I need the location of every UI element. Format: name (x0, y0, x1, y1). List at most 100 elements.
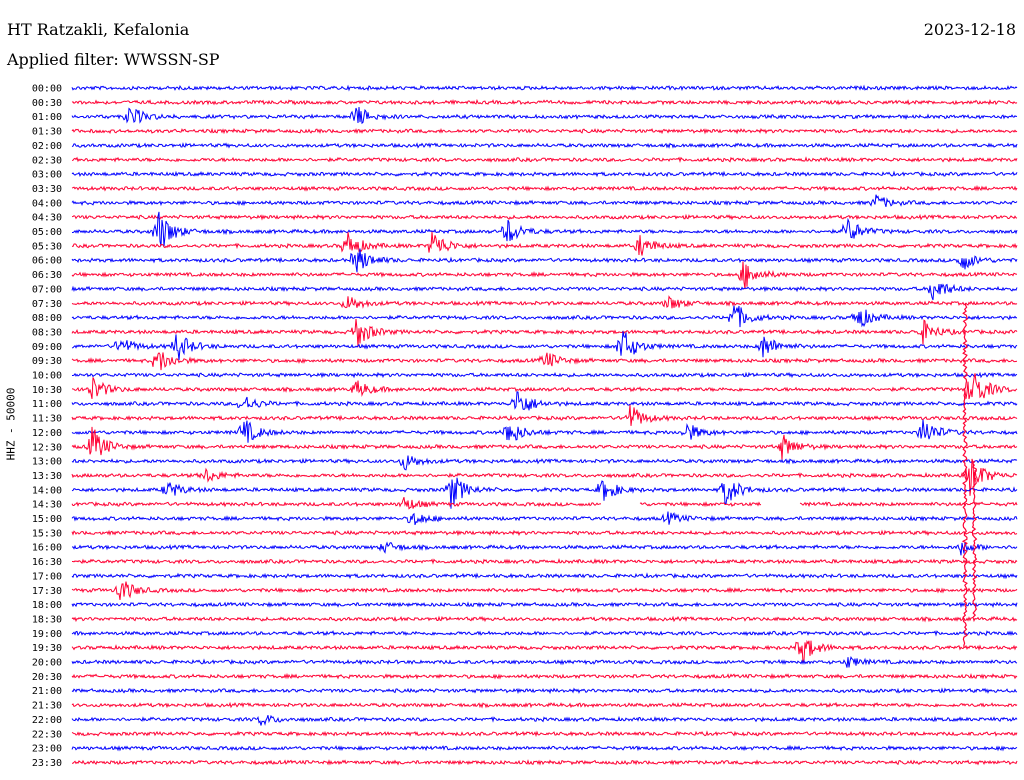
row-time-label: 09:00 (32, 342, 62, 353)
row-time-label: 01:00 (32, 112, 62, 123)
trace-row-0200 (71, 142, 1018, 149)
trace-row-1430 (71, 497, 1018, 510)
trace-row-0130 (71, 127, 1018, 135)
trace-row-0630 (71, 261, 1018, 290)
trace-row-2000 (71, 656, 1018, 668)
row-time-label: 16:00 (32, 543, 62, 554)
row-time-label: 00:30 (32, 98, 62, 109)
row-time-label: 12:00 (32, 428, 62, 439)
trace-row-1630 (72, 557, 1018, 565)
trace-row-1000 (72, 371, 1018, 379)
trace-row-1830 (71, 615, 1018, 623)
row-time-label: 13:00 (32, 457, 62, 468)
row-time-label: 06:00 (32, 256, 62, 267)
date-label: 2023-12-18 (923, 20, 1016, 39)
trace-row-0830 (71, 318, 1018, 348)
row-time-label: 19:00 (32, 629, 62, 640)
trace-row-1800 (71, 601, 1018, 608)
row-time-label: 05:30 (32, 241, 62, 252)
row-time-label: 00:00 (32, 84, 62, 95)
trace-row-0000 (71, 84, 1018, 92)
row-time-label: 07:00 (32, 284, 62, 295)
trace-row-1230 (71, 426, 1018, 461)
row-time-label: 03:00 (32, 170, 62, 181)
row-time-label: 08:30 (32, 327, 62, 338)
trace-row-0700 (71, 283, 1018, 301)
trace-row-1930 (71, 639, 1018, 665)
trace-row-1300 (71, 455, 1018, 471)
trace-row-0400 (71, 194, 1018, 207)
row-time-label: 04:30 (32, 213, 62, 224)
row-time-label: 02:00 (32, 141, 62, 152)
trace-row-2100 (71, 687, 1018, 695)
trace-row-0500 (72, 211, 1018, 247)
row-time-label: 22:00 (32, 715, 62, 726)
row-time-label: 06:30 (32, 270, 62, 281)
trace-row-0530 (71, 231, 1018, 256)
trace-row-2200 (71, 714, 1018, 726)
trace-row-0600 (71, 248, 1018, 273)
row-time-label: 17:00 (32, 571, 62, 582)
trace-row-0030 (71, 98, 1018, 106)
trace-row-0800 (71, 305, 1018, 328)
filter-label: Applied filter: WWSSN-SP (7, 50, 220, 69)
row-time-label: 17:30 (32, 586, 62, 597)
row-time-label: 22:30 (32, 729, 62, 740)
trace-row-1900 (71, 630, 1018, 637)
row-time-label: 09:30 (32, 356, 62, 367)
trace-row-1100 (71, 391, 1018, 411)
row-time-label: 23:30 (32, 758, 62, 769)
row-time-label: 23:00 (32, 744, 62, 755)
large-event-spike (971, 460, 978, 618)
trace-row-2130 (71, 701, 1018, 709)
row-time-label: 02:30 (32, 155, 62, 166)
trace-row-0300 (71, 170, 1018, 178)
row-time-label: 14:30 (32, 500, 62, 511)
trace-row-0730 (71, 295, 1018, 309)
trace-row-0430 (71, 213, 1018, 221)
row-time-label: 15:30 (32, 528, 62, 539)
trace-row-2230 (71, 730, 1018, 738)
row-time-label: 16:30 (32, 557, 62, 568)
row-time-label: 04:00 (32, 198, 62, 209)
row-time-label: 20:00 (32, 658, 62, 669)
trace-row-0100 (71, 106, 1018, 125)
trace-row-1030 (71, 373, 1018, 400)
trace-row-1530 (71, 529, 1018, 537)
trace-row-0930 (71, 352, 1018, 371)
row-time-label: 21:00 (32, 686, 62, 697)
row-time-label: 21:30 (32, 701, 62, 712)
trace-row-1730 (71, 581, 1018, 600)
row-time-label: 12:30 (32, 442, 62, 453)
trace-row-0900 (71, 331, 1018, 361)
row-time-label: 03:30 (32, 184, 62, 195)
trace-row-1500 (71, 511, 1018, 526)
trace-row-0330 (71, 184, 1018, 192)
trace-row-1130 (71, 404, 1018, 426)
row-time-label: 19:30 (32, 643, 62, 654)
trace-row-2030 (71, 672, 1018, 680)
row-time-label: 18:00 (32, 600, 62, 611)
trace-row-2300 (71, 744, 1018, 752)
large-event-spike (961, 303, 968, 648)
row-time-label: 07:30 (32, 299, 62, 310)
trace-row-1200 (71, 419, 1018, 443)
row-time-label: 08:00 (32, 313, 62, 324)
row-time-label: 11:00 (32, 399, 62, 410)
row-time-label: 20:30 (32, 672, 62, 683)
trace-row-2330 (72, 759, 1018, 766)
trace-row-0230 (71, 156, 1018, 163)
trace-row-1600 (71, 541, 1018, 556)
station-title: HT Ratzakli, Kefalonia (7, 20, 190, 39)
row-time-label: 05:00 (32, 227, 62, 238)
trace-row-1700 (71, 572, 1018, 580)
trace-row-1400 (71, 477, 1018, 509)
trace-row-1330 (71, 458, 1018, 496)
row-time-label: 14:00 (32, 485, 62, 496)
row-time-label: 10:00 (32, 371, 62, 382)
row-time-label: 13:30 (32, 471, 62, 482)
row-time-label: 15:00 (32, 514, 62, 525)
row-time-label: 01:30 (32, 127, 62, 138)
row-time-label: 18:30 (32, 614, 62, 625)
